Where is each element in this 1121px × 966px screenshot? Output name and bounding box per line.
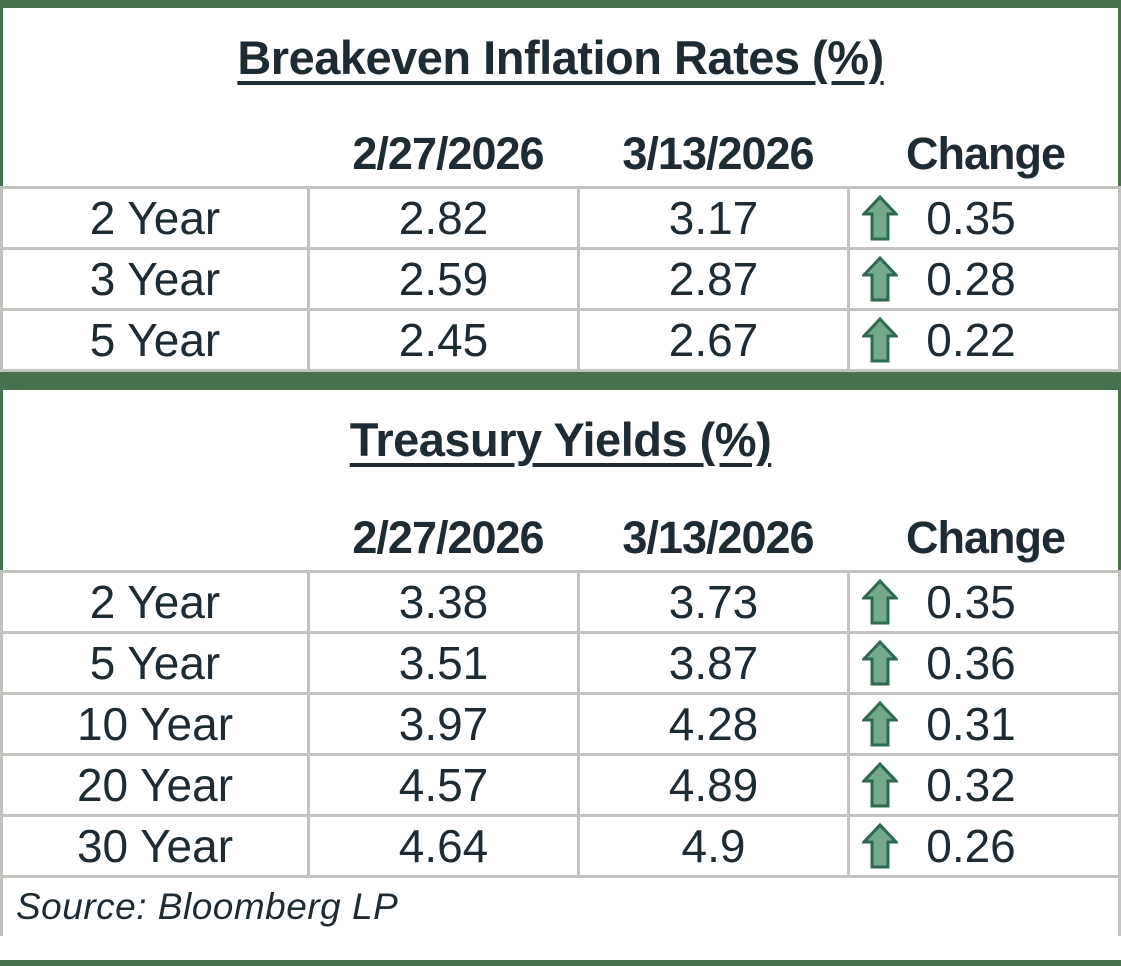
up-arrow-icon: [862, 317, 898, 363]
change-value: 0.35: [926, 192, 1016, 244]
section-divider: [0, 372, 1121, 390]
row-label: 3 Year: [3, 250, 310, 311]
column-header-date1: 2/27/2026: [352, 128, 544, 179]
value-date2: 4.28: [580, 695, 850, 756]
column-header-change: Change: [905, 128, 1066, 179]
value-date2: 3.73: [580, 573, 850, 634]
breakeven-header-row: 2/27/2026 3/13/2026 Change: [3, 128, 1118, 186]
column-header-date2: 3/13/2026: [622, 128, 814, 179]
up-arrow-icon: [862, 195, 898, 241]
breakeven-inflation-section: Breakeven Inflation Rates (%) 2/27/2026 …: [0, 8, 1121, 372]
row-label: 10 Year: [3, 695, 310, 756]
value-date1: 3.38: [310, 573, 580, 634]
column-header-change: Change: [905, 512, 1066, 563]
change-cell: 0.32: [850, 756, 1121, 817]
row-label: 2 Year: [3, 189, 310, 250]
value-date1: 3.97: [310, 695, 580, 756]
value-date2: 2.67: [580, 311, 850, 372]
value-date2: 3.17: [580, 189, 850, 250]
up-arrow-icon: [862, 701, 898, 747]
row-label: 5 Year: [3, 634, 310, 695]
column-header-date1: 2/27/2026: [352, 512, 544, 563]
change-cell: 0.22: [850, 311, 1121, 372]
value-date1: 2.82: [310, 189, 580, 250]
value-date1: 4.57: [310, 756, 580, 817]
breakeven-title-block: Breakeven Inflation Rates (%) 2/27/2026 …: [0, 8, 1121, 186]
source-row: Source: Bloomberg LP: [0, 878, 1121, 936]
value-date2: 4.9: [580, 817, 850, 878]
column-header-blank: [3, 128, 313, 180]
source-note: Source: Bloomberg LP: [16, 886, 399, 927]
up-arrow-icon: [862, 640, 898, 686]
change-value: 0.22: [926, 314, 1016, 366]
value-date2: 2.87: [580, 250, 850, 311]
change-value: 0.28: [926, 253, 1016, 305]
up-arrow-icon: [862, 256, 898, 302]
up-arrow-icon: [862, 823, 898, 869]
up-arrow-icon: [862, 762, 898, 808]
change-value: 0.31: [926, 698, 1016, 750]
frame-bottom-border: [0, 960, 1121, 966]
treasury-header-row: 2/27/2026 3/13/2026 Change: [3, 512, 1118, 570]
change-value: 0.35: [926, 576, 1016, 628]
value-date1: 3.51: [310, 634, 580, 695]
value-date1: 2.59: [310, 250, 580, 311]
change-value: 0.26: [926, 820, 1016, 872]
change-cell: 0.26: [850, 817, 1121, 878]
change-cell: 0.31: [850, 695, 1121, 756]
value-date2: 3.87: [580, 634, 850, 695]
row-label: 5 Year: [3, 311, 310, 372]
up-arrow-icon: [862, 579, 898, 625]
frame-top-border: [0, 0, 1121, 8]
change-cell: 0.35: [850, 573, 1121, 634]
column-header-date2: 3/13/2026: [622, 512, 814, 563]
change-value: 0.32: [926, 759, 1016, 811]
change-cell: 0.28: [850, 250, 1121, 311]
change-value: 0.36: [926, 637, 1016, 689]
breakeven-table-title: Breakeven Inflation Rates (%): [237, 31, 884, 84]
row-label: 20 Year: [3, 756, 310, 817]
treasury-data-table: 2 Year 3.38 3.73 0.35 5 Year 3.51 3.87 0…: [0, 570, 1121, 878]
treasury-title-block: Treasury Yields (%) 2/27/2026 3/13/2026 …: [0, 390, 1121, 570]
value-date2: 4.89: [580, 756, 850, 817]
column-header-blank: [3, 512, 313, 564]
value-date1: 2.45: [310, 311, 580, 372]
treasury-table-title: Treasury Yields (%): [349, 413, 772, 466]
treasury-yields-section: Treasury Yields (%) 2/27/2026 3/13/2026 …: [0, 390, 1121, 878]
value-date1: 4.64: [310, 817, 580, 878]
change-cell: 0.35: [850, 189, 1121, 250]
row-label: 2 Year: [3, 573, 310, 634]
row-label: 30 Year: [3, 817, 310, 878]
breakeven-data-table: 2 Year 2.82 3.17 0.35 3 Year 2.59 2.87 0…: [0, 186, 1121, 372]
change-cell: 0.36: [850, 634, 1121, 695]
